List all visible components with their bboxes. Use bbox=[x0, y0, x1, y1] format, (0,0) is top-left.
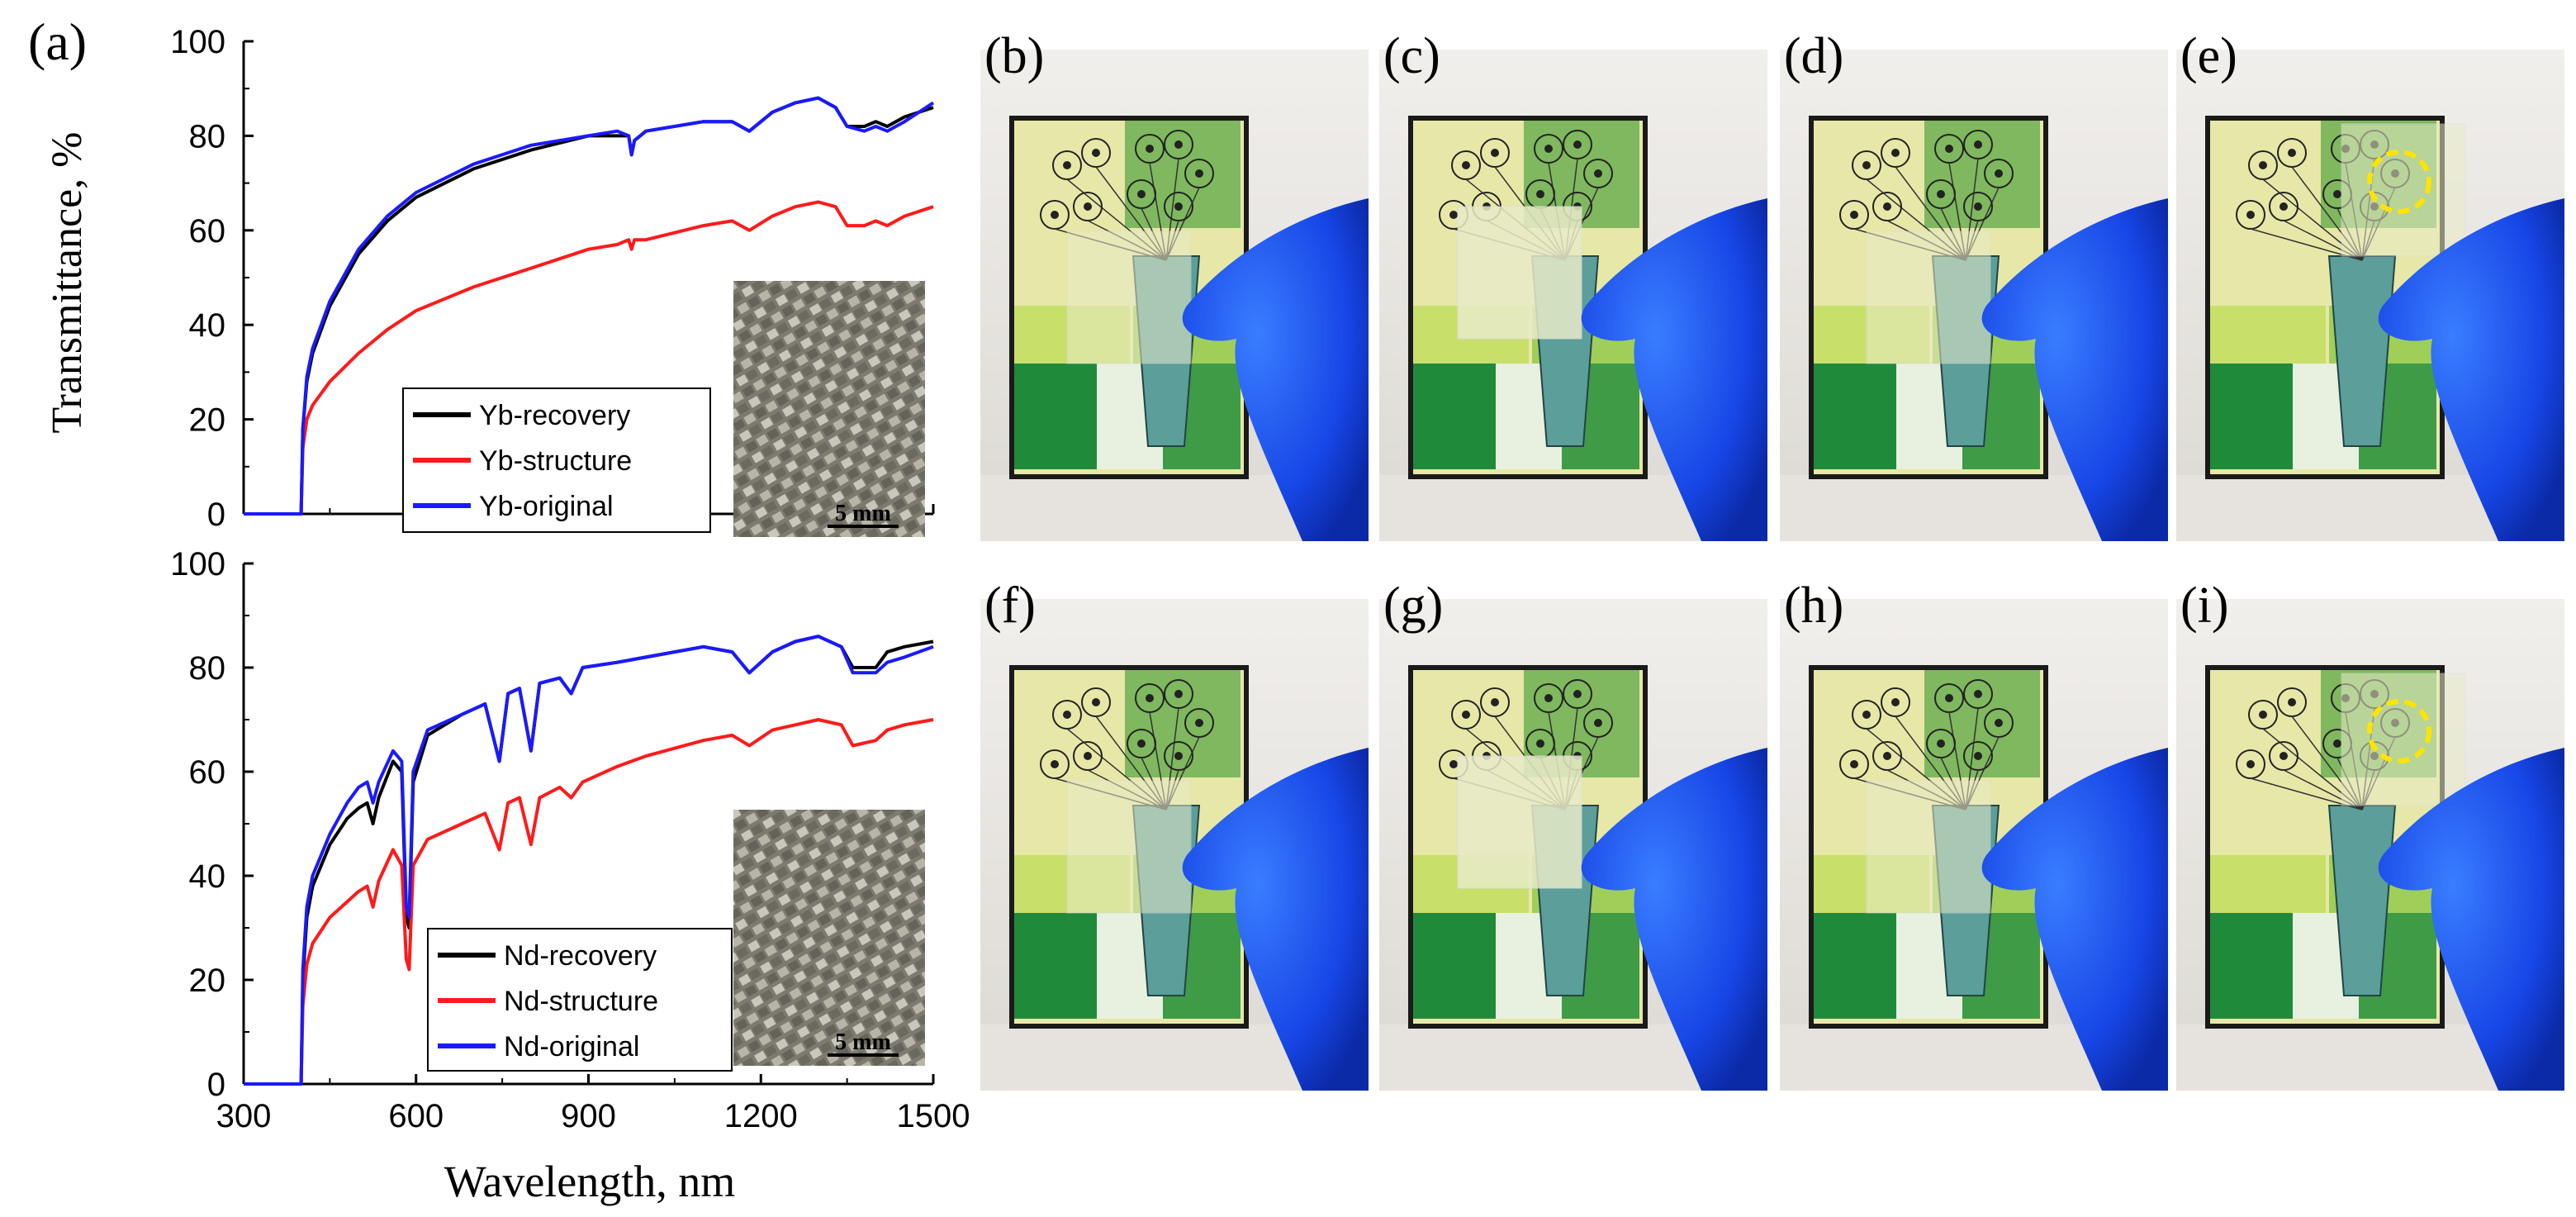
legend-label: Yb-structure bbox=[479, 445, 632, 477]
glove-shape bbox=[1581, 198, 1767, 541]
chart-top: 0 20 40 60 80 100 Yb-recovery Yb-structure Yb-or… bbox=[170, 24, 935, 533]
x-tick-label: 600 bbox=[388, 1098, 444, 1134]
inset-fabric-bottom: 5 mm bbox=[733, 810, 925, 1066]
panel-label-d: (d) bbox=[1784, 28, 1843, 84]
glove-shape bbox=[1981, 748, 2168, 1091]
y-tick-label: 80 bbox=[189, 118, 226, 155]
y-tick-label: 20 bbox=[189, 963, 226, 999]
y-tick-label: 0 bbox=[207, 1067, 225, 1103]
glove-shape bbox=[1182, 748, 1369, 1091]
inset-fabric-top: 5 mm bbox=[733, 281, 925, 537]
y-tick-label: 20 bbox=[189, 402, 226, 439]
chart-bottom: 0 20 40 60 80 100 300 600 900 1200 1500 Nd-recovery… bbox=[170, 546, 970, 1134]
glove-shape bbox=[2378, 198, 2564, 541]
panel-label-g: (g) bbox=[1383, 578, 1443, 634]
scale-bar-label-top: 5 mm bbox=[835, 501, 891, 526]
legend-label: Yb-original bbox=[479, 491, 614, 522]
x-axis-title: Wavelength, nm bbox=[444, 1157, 736, 1206]
panel-label-h: (h) bbox=[1784, 578, 1843, 634]
x-tick-label: 900 bbox=[561, 1098, 616, 1134]
y-tick-label: 100 bbox=[170, 546, 225, 582]
glove-shape bbox=[1182, 198, 1369, 541]
highlight-circle bbox=[2367, 699, 2431, 763]
y-tick-label: 80 bbox=[189, 650, 226, 687]
panel-label-b: (b) bbox=[984, 28, 1044, 84]
legend-label: Nd-original bbox=[504, 1031, 639, 1062]
photo-panel-f bbox=[980, 599, 1369, 1091]
series-line-Yb-original bbox=[244, 96, 935, 516]
y-tick-label: 60 bbox=[189, 213, 226, 250]
panel-label-f: (f) bbox=[984, 578, 1036, 634]
series-line-Nd-structure bbox=[244, 718, 934, 1086]
scale-bar-label-bottom: 5 mm bbox=[835, 1029, 891, 1055]
photo-panel-c bbox=[1379, 50, 1767, 541]
photo-panel-b bbox=[980, 50, 1369, 541]
legend-label: Yb-recovery bbox=[479, 400, 630, 431]
y-tick-label: 40 bbox=[189, 858, 226, 895]
series-line-Nd-original bbox=[244, 635, 934, 1086]
glove-shape bbox=[2378, 748, 2564, 1091]
highlight-circle bbox=[2367, 150, 2431, 214]
x-tick-label: 300 bbox=[216, 1098, 272, 1134]
y-tick-label: 60 bbox=[189, 754, 226, 791]
y-tick-label: 40 bbox=[189, 307, 226, 344]
photo-panel-h bbox=[1780, 599, 2168, 1091]
x-tick-label: 1500 bbox=[897, 1098, 970, 1134]
series-line-Yb-structure bbox=[244, 200, 934, 516]
panel-label-a: (a) bbox=[28, 12, 87, 71]
legend-label: Nd-recovery bbox=[504, 940, 657, 972]
glove-shape bbox=[1581, 748, 1767, 1091]
photo-panels: (b) (c) (d) (e) (f) (g) (h) (i) bbox=[980, 28, 2564, 1091]
x-tick-label: 1200 bbox=[724, 1098, 798, 1134]
panel-label-i: (i) bbox=[2180, 578, 2229, 634]
photo-panel-d bbox=[1780, 50, 2168, 541]
photo-panel-e bbox=[2176, 50, 2564, 541]
y-axis-title: Transmittance, % bbox=[44, 132, 91, 434]
panel-label-e: (e) bbox=[2180, 28, 2237, 84]
photo-panel-i bbox=[2176, 599, 2564, 1091]
legend-label: Nd-structure bbox=[504, 986, 658, 1017]
panel-label-c: (c) bbox=[1383, 28, 1440, 84]
y-tick-label: 100 bbox=[170, 24, 225, 60]
y-tick-label: 0 bbox=[207, 497, 225, 533]
photo-panel-g bbox=[1379, 599, 1767, 1091]
glove-shape bbox=[1981, 198, 2168, 541]
